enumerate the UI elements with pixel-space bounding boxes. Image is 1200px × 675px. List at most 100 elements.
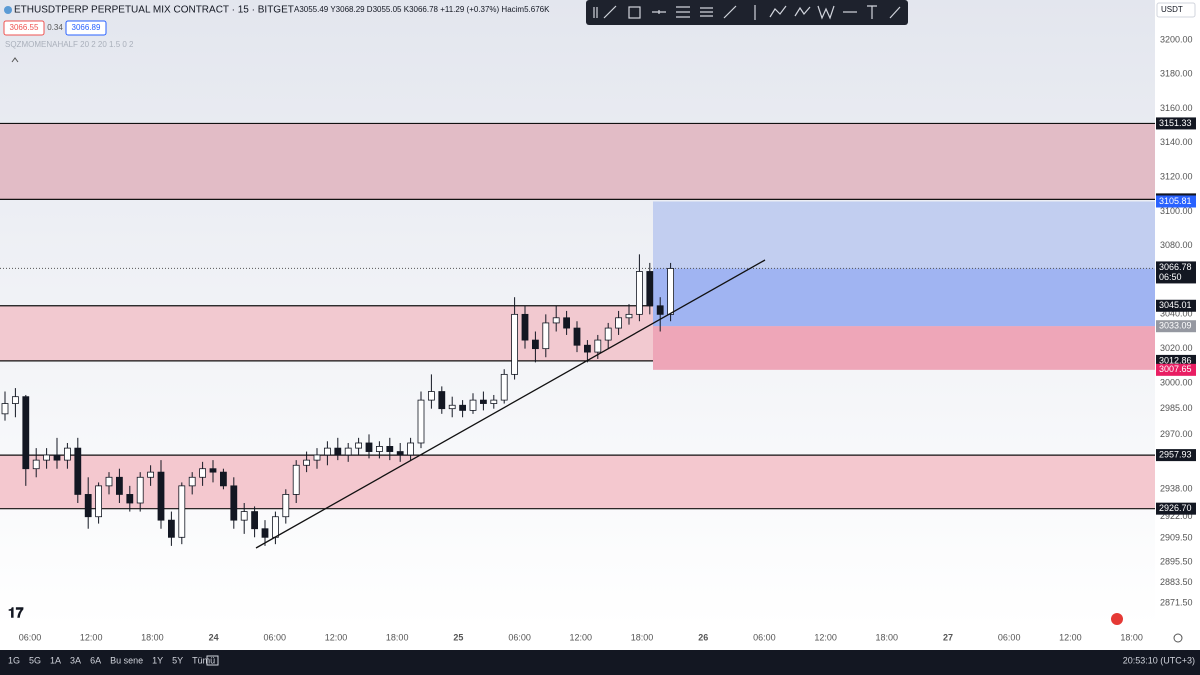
current-tag: 3066.78 — [1159, 262, 1192, 272]
tool-trend[interactable] — [603, 5, 617, 19]
price-tick-label: 3000.00 — [1160, 377, 1193, 387]
time-tick-label: 12:00 — [325, 632, 348, 642]
time-tick-label: 18:00 — [386, 632, 409, 642]
collapse-icon[interactable] — [11, 57, 19, 63]
drawing-toolbar — [586, 0, 908, 25]
time-tick-label: 06:00 — [19, 632, 42, 642]
currency: USDT — [1161, 5, 1183, 14]
candle-body — [219, 471, 227, 487]
candle-body — [167, 519, 175, 538]
candle-body — [84, 494, 92, 518]
candle-body — [147, 471, 155, 478]
candle-body — [521, 313, 529, 341]
bid-box[interactable] — [3, 20, 45, 36]
tool-fib[interactable] — [676, 6, 690, 18]
tool-hline[interactable] — [652, 10, 666, 14]
candle-body — [261, 528, 269, 538]
bid: 3066.55 — [10, 23, 39, 32]
time-tick-label: 27 — [943, 632, 953, 642]
price-tick-label: 2895.50 — [1160, 557, 1193, 567]
symbol-icon — [4, 6, 12, 14]
candle-body — [469, 399, 477, 411]
tool-xabcd[interactable] — [817, 5, 835, 20]
price-tick-label: 2985.00 — [1160, 403, 1193, 413]
target-tag: 3105.81 — [1159, 196, 1192, 206]
zone-price-tag: 3151.33 — [1159, 118, 1192, 128]
price-tick-label: 3120.00 — [1160, 172, 1193, 182]
candle-body — [271, 516, 279, 538]
zone — [0, 455, 1155, 509]
currency-box[interactable] — [1156, 2, 1196, 18]
range-button[interactable]: Tümü — [192, 655, 215, 665]
time-tick-label: 18:00 — [1120, 632, 1143, 642]
range-button[interactable]: 5G — [29, 655, 41, 665]
symbol[interactable]: ETHUSDTPERP PERPETUAL MIX CONTRACT · 15 … — [14, 5, 294, 16]
ohlc: A3055.49 Y3068.29 D3055.05 K3066.78 +11.… — [294, 5, 550, 14]
zone — [0, 123, 1155, 200]
time-tick-label: 18:00 — [141, 632, 164, 642]
current-tag-bg — [1156, 261, 1196, 284]
tool-pattern[interactable] — [794, 6, 811, 17]
candle-body — [334, 447, 342, 456]
spread: 0.34 — [47, 23, 63, 32]
time-tick-label: 12:00 — [80, 632, 103, 642]
time-tick-label: 24 — [209, 632, 219, 642]
candle-body — [594, 339, 602, 353]
candle-body — [126, 494, 134, 504]
candle-body — [667, 268, 674, 315]
date-range-icon[interactable] — [206, 655, 219, 666]
candle-body — [1, 403, 9, 415]
range-button[interactable]: 3A — [70, 655, 81, 665]
candle-body — [490, 399, 498, 404]
candle-body — [11, 396, 19, 404]
clock: 20:53:10 (UTC+3) — [1123, 655, 1195, 665]
price-tick-label: 3080.00 — [1160, 240, 1193, 250]
toolbar-icons — [593, 5, 901, 20]
candle-body — [646, 271, 654, 307]
candle-body — [105, 476, 113, 487]
price-tick-label: 2938.00 — [1160, 484, 1193, 494]
range-button[interactable]: Bu sene — [110, 655, 143, 665]
zone-price-tag-bg — [1156, 449, 1196, 462]
settings-icon[interactable] — [1173, 633, 1183, 643]
range-button[interactable]: 1Y — [152, 655, 163, 665]
time-axis-background — [0, 627, 1200, 650]
candle-body — [157, 471, 165, 521]
stop-area — [653, 326, 1155, 370]
tool-text[interactable] — [867, 5, 877, 19]
time-tick-label: 06:00 — [264, 632, 287, 642]
ask-box[interactable] — [65, 20, 107, 36]
candle-body — [656, 305, 664, 315]
price-tick-label: 3180.00 — [1160, 69, 1193, 79]
candle-body — [552, 317, 560, 324]
candle-body — [22, 396, 30, 470]
zone-price-tag: 3045.01 — [1159, 300, 1192, 310]
range-button[interactable]: 6A — [90, 655, 101, 665]
tool-rect[interactable] — [628, 6, 641, 19]
candle-body — [240, 511, 248, 521]
tool-channel[interactable] — [700, 7, 713, 17]
stop-tag-bg — [1156, 363, 1196, 376]
candle-body — [230, 485, 238, 521]
range-button[interactable]: 5Y — [172, 655, 183, 665]
range-button[interactable]: 1A — [50, 655, 61, 665]
candle-body — [511, 313, 519, 375]
tool-brush[interactable] — [723, 5, 737, 19]
candle-body — [53, 454, 61, 461]
price-tick-label: 2970.00 — [1160, 429, 1193, 439]
candle-body — [64, 447, 71, 461]
flag-icon[interactable] — [1111, 613, 1123, 625]
time-tick-label: 06:00 — [998, 632, 1021, 642]
grip[interactable] — [593, 7, 598, 18]
candle-body — [355, 442, 363, 449]
candle-body — [188, 476, 196, 487]
target-tag-bg — [1156, 195, 1196, 208]
price-tick-label: 3200.00 — [1160, 34, 1193, 44]
candle-body — [615, 317, 622, 329]
candle-body — [459, 404, 467, 411]
tool-path[interactable] — [769, 5, 787, 18]
candle-body — [396, 451, 404, 456]
tool-measure[interactable] — [889, 6, 901, 19]
range-button[interactable]: 1G — [8, 655, 20, 665]
